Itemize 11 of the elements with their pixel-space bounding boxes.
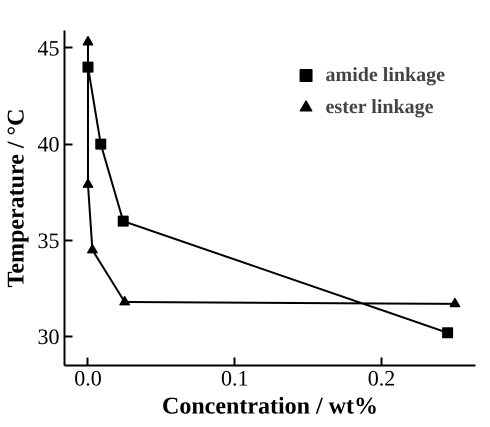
y-tick-label: 30 [38,324,60,350]
y-axis-title: Temperature / °C [4,108,30,288]
x-tick-label: 0.2 [368,366,396,390]
y-tick-label: 35 [38,228,60,253]
legend-label: amide linkage [326,64,445,86]
x-axis-title: Concentration / wt% [162,394,378,420]
y-tick-label: 45 [38,35,60,60]
x-tick-label: 0.1 [221,366,249,390]
x-tick-label: 0.0 [74,366,102,390]
y-tick-label: 40 [38,132,60,157]
legend-label: ester linkage [326,96,434,118]
